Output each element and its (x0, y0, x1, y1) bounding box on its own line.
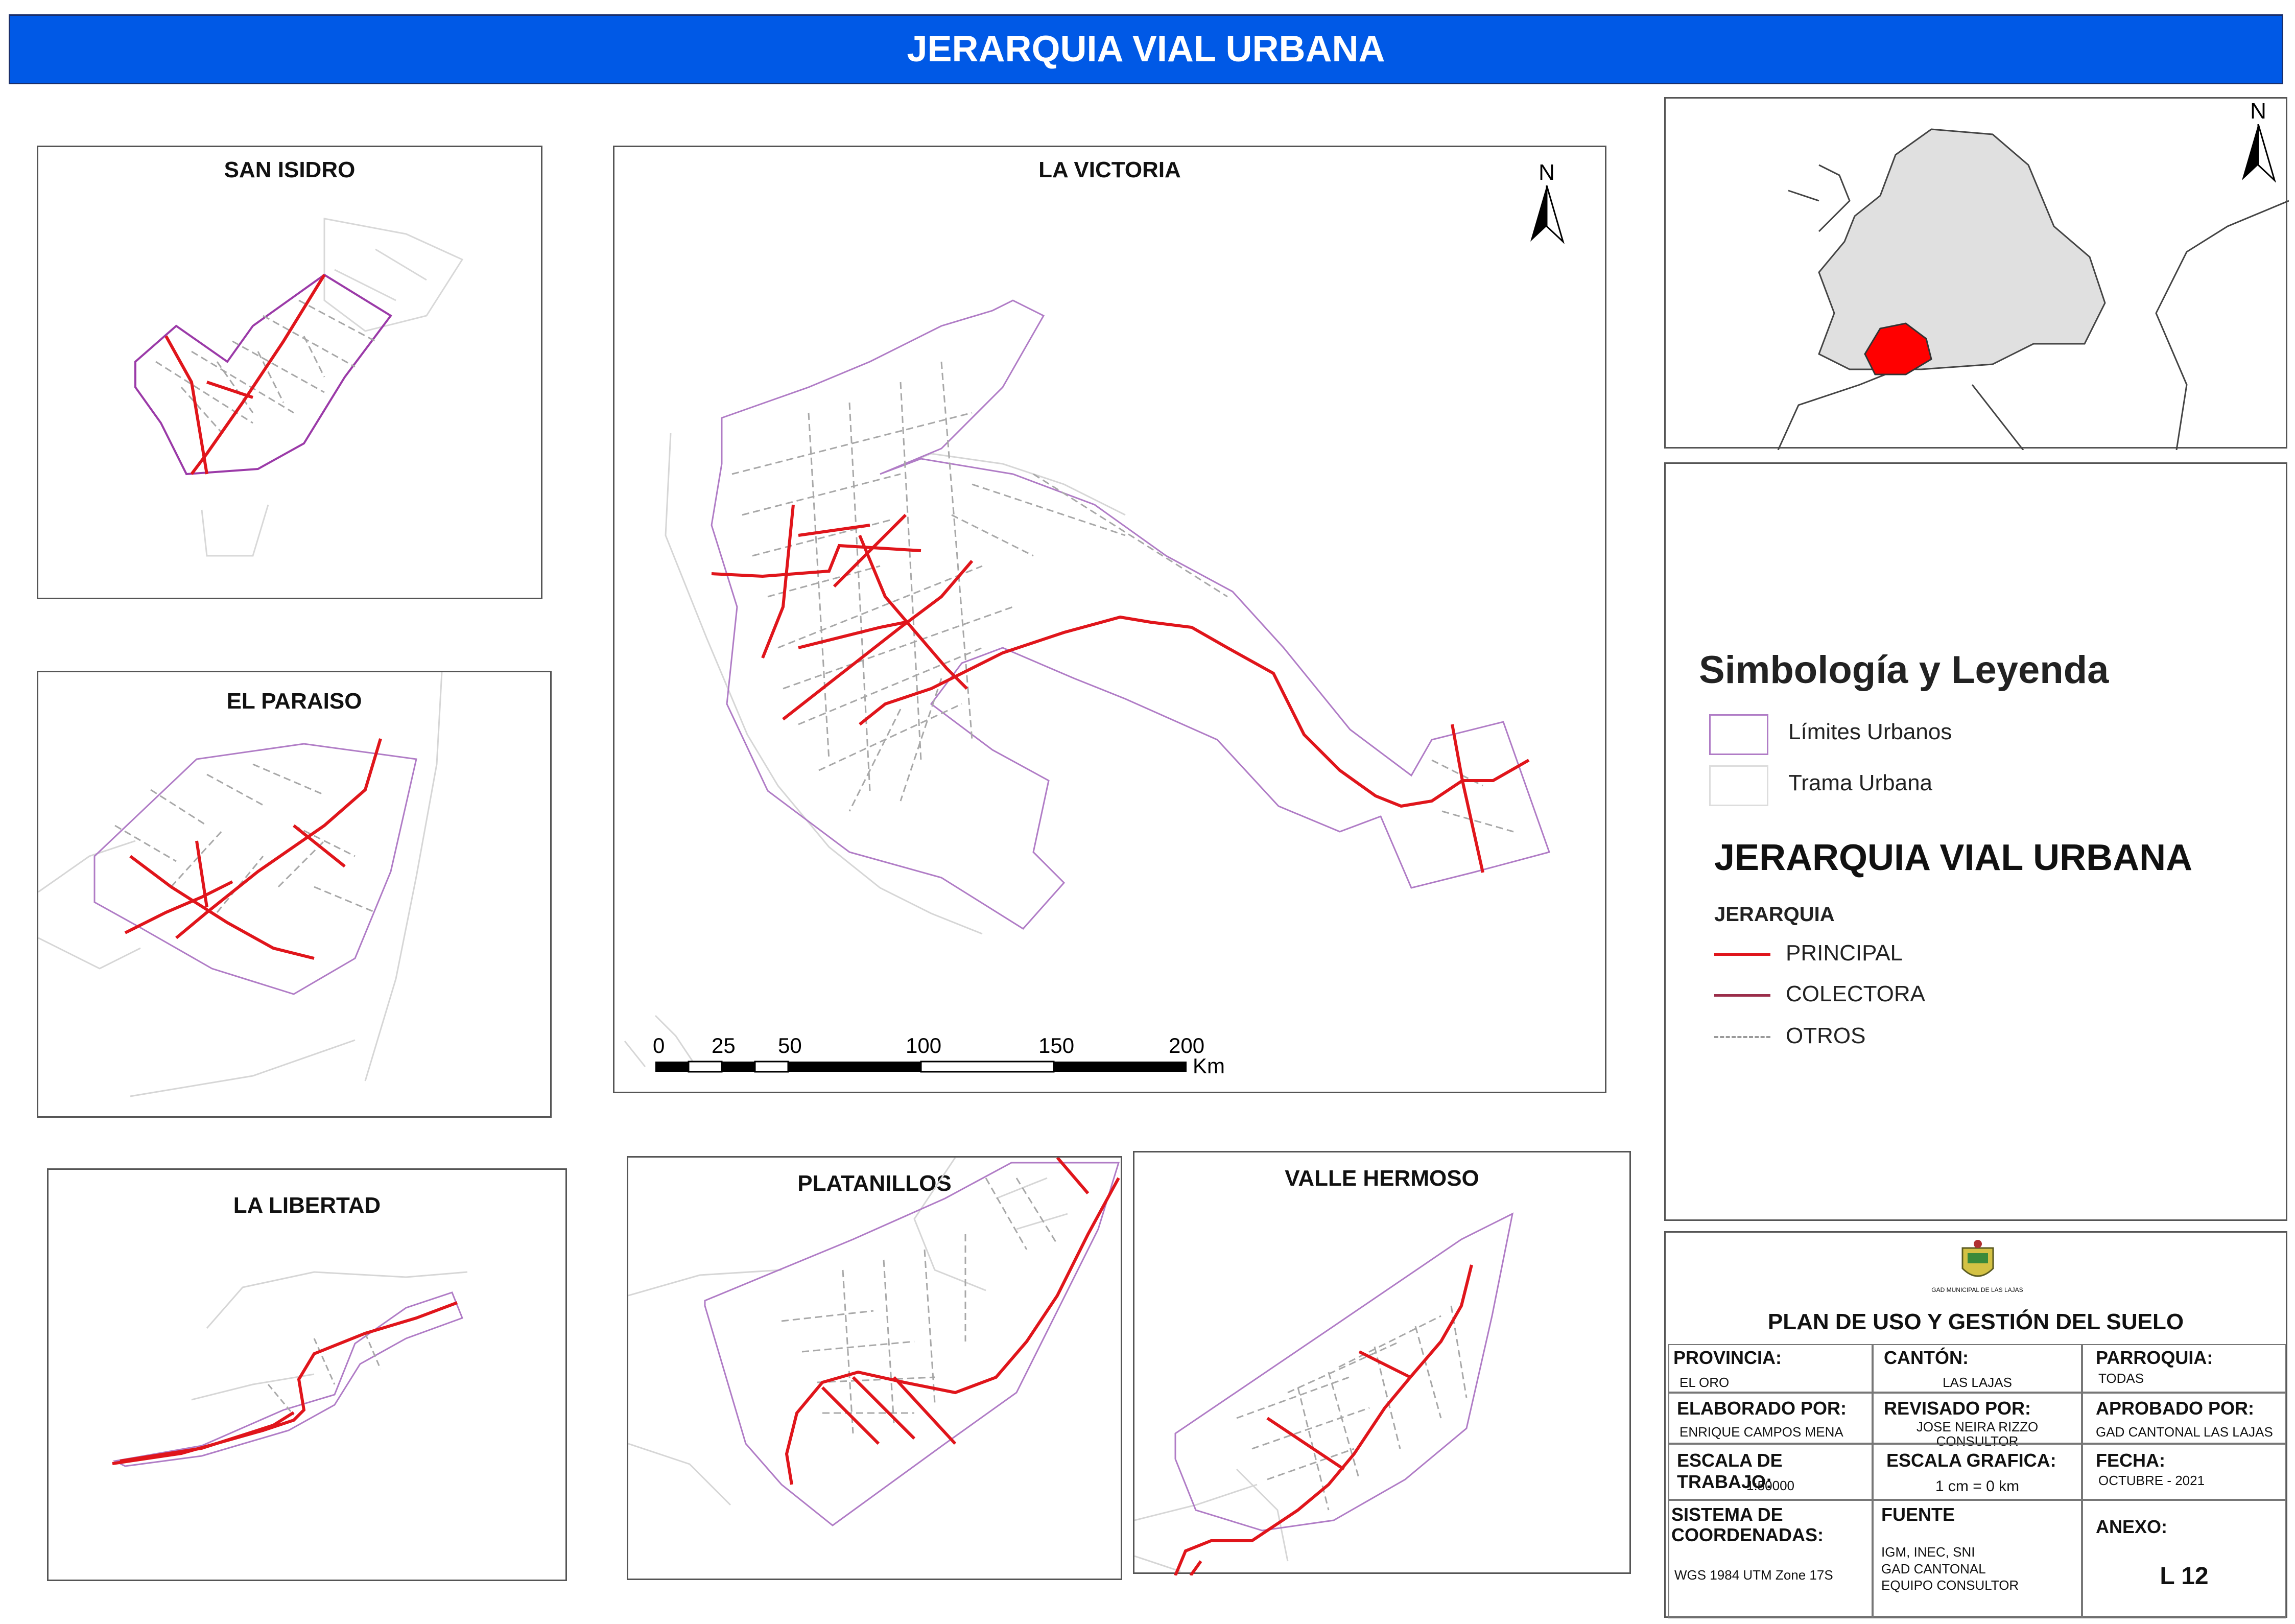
legend-title: JERARQUIA VIAL URBANA (1714, 837, 2193, 878)
locator-map-panel: N (1664, 97, 2289, 450)
cell-aprobado: APROBADO POR: GAD CANTONAL LAS LAJAS (2082, 1393, 2286, 1444)
legend-label-colectora: COLECTORA (1786, 981, 1926, 1006)
cell-fecha: FECHA: OCTUBRE - 2021 (2082, 1444, 2286, 1500)
legend-line-otros (1714, 1036, 1770, 1038)
value-canton: LAS LAJAS (1943, 1375, 2012, 1390)
label-fuente: FUENTE (1881, 1504, 1955, 1525)
label-sistema-2: COORDENADAS: (1671, 1524, 1824, 1545)
cell-canton: CANTÓN: LAS LAJAS (1873, 1344, 2082, 1393)
label-anexo: ANEXO: (2096, 1516, 2168, 1537)
legend-panel: Simbología y Leyenda Límites Urbanos Tra… (1664, 462, 2287, 1221)
legend-line-principal (1714, 953, 1770, 956)
cell-escala-trabajo: ESCALA DE TRABAJO: 1:50000 (1668, 1444, 1873, 1500)
municipal-logo-icon (1961, 1240, 1994, 1277)
scale-tick-150: 150 (1038, 1033, 1075, 1057)
value-revisado-role: CONSULTOR (1936, 1433, 2019, 1449)
panel-title-platanillos: PLATANILLOS (797, 1171, 952, 1196)
map-la-libertad (112, 1271, 468, 1467)
panel-valle-hermoso: VALLE HERMOSO (1133, 1151, 1631, 1575)
label-revisado: REVISADO POR: (1884, 1398, 2031, 1419)
north-arrow-victoria: N (1526, 160, 1567, 244)
legend-label-principal: PRINCIPAL (1786, 940, 1903, 966)
label-provincia: PROVINCIA: (1673, 1347, 1782, 1368)
logo-text: GAD MUNICIPAL DE LAS LAJAS (1931, 1286, 2023, 1293)
panel-la-libertad: LA LIBERTAD (47, 1168, 567, 1581)
value-fuente-1: IGM, INEC, SNI (1881, 1544, 1975, 1560)
cell-escala-grafica: ESCALA GRAFICA: 1 cm = 0 km (1873, 1444, 2082, 1500)
value-anexo: L 12 (2160, 1563, 2209, 1590)
panel-platanillos: PLATANILLOS (627, 1156, 1122, 1580)
panel-title-la-victoria: LA VICTORIA (1038, 157, 1181, 182)
cell-provincia: PROVINCIA: EL ORO (1668, 1344, 1873, 1393)
label-fecha: FECHA: (2096, 1450, 2165, 1471)
panel-title-el-paraiso: EL PARAISO (226, 689, 362, 714)
map-el-paraiso (38, 672, 443, 1097)
legend-swatch-trama (1709, 765, 1768, 806)
cell-elaborado: ELABORADO POR: ENRIQUE CAMPOS MENA (1668, 1393, 1873, 1444)
map-title-bar: JERARQUIA VIAL URBANA (9, 14, 2283, 84)
panel-el-paraiso: EL PARAISO (37, 671, 552, 1118)
value-provincia: EL ORO (1679, 1375, 1730, 1390)
value-parroquia: TODAS (2098, 1371, 2144, 1386)
value-fuente-3: EQUIPO CONSULTOR (1881, 1578, 2019, 1593)
scale-tick-50: 50 (778, 1033, 802, 1057)
map-la-victoria (624, 299, 1550, 1067)
north-label: N (1539, 160, 1555, 185)
value-elaborado: ENRIQUE CAMPOS MENA (1679, 1424, 1843, 1440)
value-fecha: OCTUBRE - 2021 (2098, 1473, 2205, 1488)
north-arrow-locator: N (2238, 99, 2279, 183)
value-sistema: WGS 1984 UTM Zone 17S (1674, 1567, 1833, 1583)
plan-title: PLAN DE USO Y GESTIÓN DEL SUELO (1767, 1309, 2184, 1334)
cell-fuente: FUENTE IGM, INEC, SNI GAD CANTONAL EQUIP… (1873, 1500, 2082, 1618)
scale-tick-100: 100 (906, 1033, 942, 1057)
label-escala-grafica: ESCALA GRAFICA: (1886, 1450, 2056, 1471)
legend-label-otros: OTROS (1786, 1023, 1866, 1048)
title-block: GAD MUNICIPAL DE LAS LAJAS PLAN DE USO Y… (1664, 1231, 2287, 1618)
scale-bar-graphic (655, 1061, 1187, 1073)
panel-title-la-libertad: LA LIBERTAD (233, 1193, 381, 1218)
scale-bar: 0 25 50 100 150 200 Km (650, 1033, 1365, 1079)
panel-title-valle-hermoso: VALLE HERMOSO (1285, 1166, 1479, 1191)
legend-label-limites: Límites Urbanos (1788, 719, 1952, 744)
map-valle-hermoso (1134, 1212, 1514, 1575)
legend-label-trama: Trama Urbana (1788, 770, 1933, 795)
label-elaborado: ELABORADO POR: (1677, 1398, 1847, 1419)
label-canton: CANTÓN: (1884, 1347, 1969, 1368)
cell-parroquia: PARROQUIA: TODAS (2082, 1344, 2286, 1393)
legend-line-colectora (1714, 994, 1770, 997)
north-arrow-icon (2242, 124, 2276, 183)
panel-la-victoria: LA VICTORIA N (613, 146, 1606, 1093)
locator-map (1777, 128, 2289, 450)
scale-unit: Km (1193, 1054, 1225, 1078)
map-san-isidro (134, 218, 464, 557)
map-platanillos (628, 1158, 1120, 1526)
value-fuente-2: GAD CANTONAL (1881, 1561, 1986, 1576)
scale-tick-200: 200 (1169, 1033, 1205, 1057)
north-label-locator: N (2250, 99, 2266, 124)
value-escala-trabajo: 1:50000 (1746, 1478, 1794, 1493)
cell-revisado: REVISADO POR: JOSE NEIRA RIZZO CONSULTOR (1873, 1393, 2082, 1449)
label-aprobado: APROBADO POR: (2096, 1398, 2255, 1419)
cell-anexo: ANEXO: L 12 (2082, 1500, 2286, 1618)
legend-subtitle: JERARQUIA (1714, 903, 1835, 926)
panel-san-isidro: SAN ISIDRO (37, 146, 542, 599)
cell-sistema: SISTEMA DE COORDENADAS: WGS 1984 UTM Zon… (1668, 1500, 1873, 1618)
value-aprobado: GAD CANTONAL LAS LAJAS (2096, 1424, 2273, 1440)
legend-swatch-limites (1709, 714, 1768, 755)
value-escala-grafica: 1 cm = 0 km (1935, 1478, 2020, 1495)
scale-tick-0: 0 (653, 1033, 665, 1057)
panel-title-san-isidro: SAN ISIDRO (224, 157, 356, 182)
legend-heading: Simbología y Leyenda (1699, 648, 2109, 692)
north-arrow-icon (1530, 185, 1565, 244)
label-escala-trabajo: ESCALA DE TRABAJO: (1677, 1450, 1783, 1492)
label-parroquia: PARROQUIA: (2096, 1347, 2213, 1368)
label-sistema-1: SISTEMA DE (1671, 1504, 1783, 1525)
scale-tick-25: 25 (712, 1033, 736, 1057)
value-revisado-name: JOSE NEIRA RIZZO (1916, 1419, 2039, 1434)
